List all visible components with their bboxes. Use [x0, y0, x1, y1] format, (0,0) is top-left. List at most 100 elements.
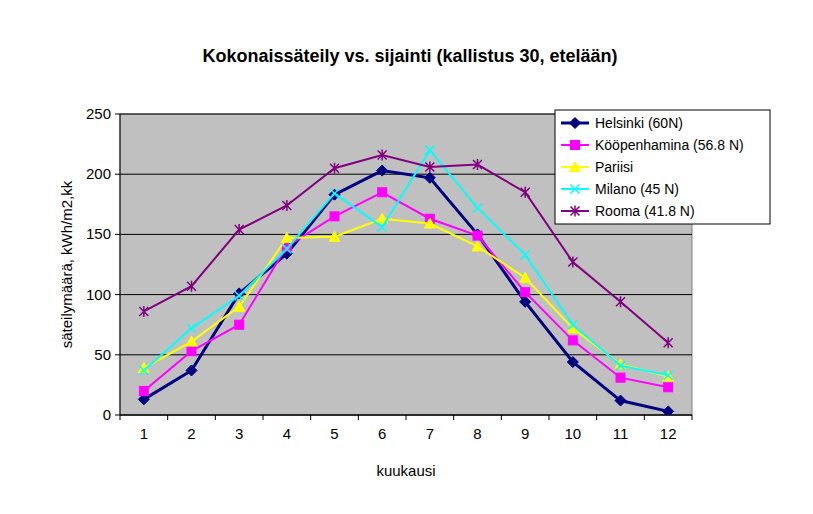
y-tick-label: 50	[94, 346, 111, 363]
legend-label: Helsinki (60N)	[595, 115, 683, 131]
data-point	[187, 324, 196, 333]
x-tick	[310, 415, 311, 420]
data-point	[520, 272, 531, 282]
x-tick	[453, 415, 454, 420]
x-tick	[644, 415, 645, 420]
legend-label: Pariisi	[595, 159, 633, 175]
x-tick	[167, 415, 168, 420]
data-point	[234, 301, 245, 311]
data-point	[282, 200, 291, 211]
data-point	[663, 371, 674, 381]
data-point	[282, 244, 291, 253]
legend-marker	[570, 118, 581, 129]
chart: 050100150200250123456789101112Kokonaissä…	[0, 0, 813, 514]
data-point	[424, 172, 435, 183]
data-point	[378, 223, 387, 232]
x-tick-label: 1	[140, 425, 148, 442]
x-tick	[120, 415, 121, 420]
background	[0, 0, 813, 514]
x-tick	[501, 415, 502, 420]
data-point	[329, 231, 340, 241]
data-point	[378, 188, 387, 197]
x-axis-label: kuukausi	[376, 462, 435, 479]
data-point	[378, 149, 387, 160]
data-point	[568, 320, 577, 329]
grid-line	[120, 294, 692, 295]
data-point	[616, 373, 625, 382]
y-tick	[115, 354, 120, 355]
data-point	[377, 165, 388, 176]
data-point	[235, 320, 244, 329]
data-point	[139, 386, 148, 395]
data-point	[520, 296, 531, 307]
legend-marker	[571, 206, 580, 217]
data-point	[472, 241, 483, 251]
data-point	[664, 337, 673, 348]
chart-container: 050100150200250123456789101112Kokonaissä…	[0, 0, 813, 514]
y-axis-label: säteilymäärä, kWh/m2,kk	[58, 180, 75, 348]
data-point	[473, 231, 482, 240]
legend-label: Milano (45 N)	[595, 181, 679, 197]
x-tick	[549, 415, 550, 420]
x-tick	[215, 415, 216, 420]
x-tick-label: 10	[564, 425, 581, 442]
x-tick-label: 9	[521, 425, 529, 442]
data-point	[424, 218, 435, 228]
series-line	[144, 219, 668, 377]
data-point	[235, 291, 244, 300]
x-tick-label: 2	[187, 425, 195, 442]
y-tick-label: 0	[103, 406, 111, 423]
x-tick-label: 5	[330, 425, 338, 442]
x-tick	[263, 415, 264, 420]
x-tick-label: 3	[235, 425, 243, 442]
legend: Helsinki (60N) Kööpenhamina (56.8 N) Parii…	[555, 110, 770, 224]
x-tick-label: 6	[378, 425, 386, 442]
x-tick	[596, 415, 597, 420]
data-point	[567, 357, 578, 368]
grid-line	[120, 234, 692, 235]
data-point	[281, 233, 292, 243]
data-point	[235, 224, 244, 235]
x-tick-label: 4	[283, 425, 291, 442]
data-point	[521, 250, 530, 259]
data-point	[139, 366, 148, 375]
y-tick	[115, 294, 120, 295]
data-point	[664, 371, 673, 380]
data-point	[664, 383, 673, 392]
legend-label: Kööpenhamina (56.8 N)	[595, 137, 744, 153]
data-point	[663, 406, 674, 415]
y-tick	[115, 114, 120, 115]
data-point	[330, 212, 339, 221]
data-point	[616, 296, 625, 307]
y-tick-label: 150	[86, 225, 111, 242]
x-tick	[358, 415, 359, 420]
data-point	[473, 159, 482, 170]
x-tick-label: 12	[660, 425, 677, 442]
data-point	[521, 187, 530, 198]
y-tick	[115, 234, 120, 235]
x-tick-label: 8	[473, 425, 481, 442]
legend-box	[555, 110, 770, 224]
x-tick	[406, 415, 407, 420]
legend-marker	[571, 141, 580, 150]
data-point	[615, 395, 626, 406]
x-tick-label: 11	[613, 425, 629, 442]
y-tick	[115, 174, 120, 175]
data-point	[330, 189, 339, 198]
data-point	[425, 161, 434, 172]
y-tick-label: 100	[86, 286, 111, 303]
data-point	[187, 281, 196, 292]
y-tick-label: 250	[86, 105, 111, 122]
title: Kokonaissäteily vs. sijainti (kallistus …	[202, 46, 617, 66]
x-tick-label: 7	[426, 425, 434, 442]
y-axis	[120, 114, 121, 415]
data-point	[568, 257, 577, 268]
data-point	[616, 361, 625, 370]
data-point	[521, 288, 530, 297]
data-point	[472, 229, 483, 240]
data-point	[330, 163, 339, 174]
data-point	[425, 146, 434, 155]
y-tick-label: 200	[86, 165, 111, 182]
data-point	[139, 306, 148, 317]
x-tick	[692, 415, 693, 420]
